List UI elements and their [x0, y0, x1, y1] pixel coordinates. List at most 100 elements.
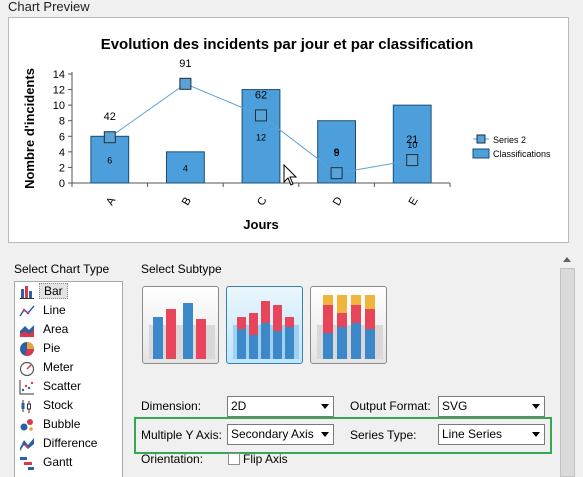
legend-line-marker [476, 134, 486, 144]
y-tick-label: 6 [59, 131, 65, 143]
legend-bar-swatch [472, 148, 490, 159]
output-format-select[interactable]: SVG [438, 396, 545, 417]
y-tick-label: 14 [53, 69, 65, 81]
chevron-down-icon [532, 404, 540, 409]
chart-canvas: Evolution des incidents par jour et par … [22, 36, 551, 232]
chevron-down-icon [321, 404, 329, 409]
legend-entry-classifications: Classifications [493, 149, 551, 159]
bar-data-label: 4 [183, 163, 188, 173]
bar [166, 151, 205, 184]
select-chart-type-label: Select Chart Type [14, 262, 110, 276]
chart-type-item-gantt[interactable]: Gantt [15, 453, 122, 472]
chart-type-item-meter[interactable]: Meter [15, 358, 122, 377]
bubble-chart-icon [20, 419, 33, 431]
bar-data-label: 10 [407, 140, 417, 150]
bar-data-label: 6 [107, 156, 112, 166]
multiple-y-axis-value: Secondary Axis [231, 427, 314, 441]
series-type-select[interactable]: Line Series [438, 424, 545, 445]
chart-type-item-bubble[interactable]: Bubble [15, 415, 122, 434]
chart-type-label: Gantt [43, 455, 73, 469]
scatter-chart-icon [19, 380, 34, 395]
flip-axis-label: Flip Axis [243, 452, 288, 466]
x-tick-label: D [331, 195, 345, 208]
chart-type-label: Pie [43, 341, 61, 355]
output-format-value: SVG [442, 399, 468, 413]
flip-axis-checkbox[interactable] [228, 453, 240, 465]
bar [317, 120, 357, 184]
highlight-box [134, 417, 552, 454]
pie-chart-icon [20, 342, 34, 356]
chart-type-item-bar[interactable]: Bar [15, 282, 122, 301]
x-tick-label: E [407, 195, 421, 207]
legend-entry-series-2: Series 2 [493, 135, 526, 145]
area-chart-icon [20, 325, 34, 337]
chevron-down-icon [532, 432, 540, 437]
chart-type-item-stock[interactable]: Stock [15, 396, 122, 415]
output-format-label: Output Format: [350, 399, 431, 413]
scroll-up-arrow-icon[interactable] [563, 257, 571, 262]
multiple-y-axis-select[interactable]: Secondary Axis [227, 424, 334, 445]
percent-stacked-bar-icon [317, 295, 383, 359]
line-data-label: 42 [104, 111, 116, 123]
y-tick-label: 12 [53, 85, 65, 97]
series-type-label: Series Type: [350, 428, 417, 442]
chart-preview: Evolution des incidents par jour et par … [8, 17, 569, 243]
line-series-marker [330, 167, 343, 180]
gantt-chart-icon [20, 457, 34, 470]
x-tick-label: B [180, 195, 194, 207]
x-axis-label: Jours [243, 217, 278, 232]
line-series-marker [103, 131, 116, 144]
chart-type-label: Scatter [43, 379, 82, 393]
y-tick-label: 4 [59, 147, 65, 159]
subtype-stacked-button[interactable] [226, 286, 303, 364]
y-axis-label: Nombre d'incidents [22, 68, 37, 189]
chart-type-item-pie[interactable]: Pie [15, 339, 122, 358]
chart-type-item-difference[interactable]: Difference [15, 434, 122, 453]
line-data-label: 91 [179, 58, 191, 70]
mouse-cursor-icon [283, 163, 298, 186]
stock-chart-icon [21, 400, 31, 413]
chart-type-label: Difference [43, 436, 98, 450]
meter-chart-icon [19, 361, 35, 376]
series-type-value: Line Series [442, 427, 503, 441]
subtype-percent-stacked-button[interactable] [310, 286, 387, 364]
line-series-marker [179, 77, 192, 90]
bar-chart-icon [20, 286, 34, 299]
chart-type-label: Line [43, 303, 66, 317]
chart-type-item-scatter[interactable]: Scatter [15, 377, 122, 396]
y-tick-label: 0 [59, 178, 65, 190]
vertical-scrollbar[interactable] [559, 252, 576, 477]
dimension-select[interactable]: 2D [227, 396, 334, 417]
line-data-label: 9 [334, 147, 340, 159]
chart-type-label: Meter [43, 360, 74, 374]
x-tick-label: A [104, 195, 118, 208]
y-tick-label: 8 [59, 116, 65, 128]
stacked-bar-icon [233, 301, 299, 359]
side-by-side-bar-icon [149, 303, 215, 359]
dimension-label: Dimension: [141, 399, 202, 413]
chart-title: Evolution des incidents par jour et par … [101, 36, 474, 53]
select-subtype-label: Select Subtype [141, 262, 222, 276]
y-tick-label: 10 [53, 100, 65, 112]
line-data-label: 62 [255, 89, 267, 101]
chart-type-label: Area [43, 322, 69, 336]
subtype-side-by-side-button[interactable] [142, 286, 219, 364]
multiple-y-axis-label: Multiple Y Axis: [141, 428, 222, 442]
chart-type-item-area[interactable]: Area [15, 320, 122, 339]
chart-type-list[interactable]: Bar Line Area Pie Meter [14, 281, 123, 477]
scroll-thumb[interactable] [560, 268, 575, 477]
bar-data-label: 12 [256, 132, 266, 142]
chevron-down-icon [321, 432, 329, 437]
x-tick-label: C [255, 195, 269, 208]
line-chart-icon [19, 305, 35, 317]
line-series-marker [406, 154, 419, 167]
line-series-marker [255, 109, 267, 122]
chart-type-label: Stock [43, 398, 74, 412]
bar [392, 104, 432, 184]
bar [241, 89, 281, 184]
chart-type-item-line[interactable]: Line [15, 301, 122, 320]
chart-preview-title: Chart Preview [8, 0, 90, 14]
bar-data-label: 8 [334, 148, 339, 158]
chart-type-label: Bar [39, 283, 68, 299]
y-tick-label: 2 [59, 162, 65, 174]
